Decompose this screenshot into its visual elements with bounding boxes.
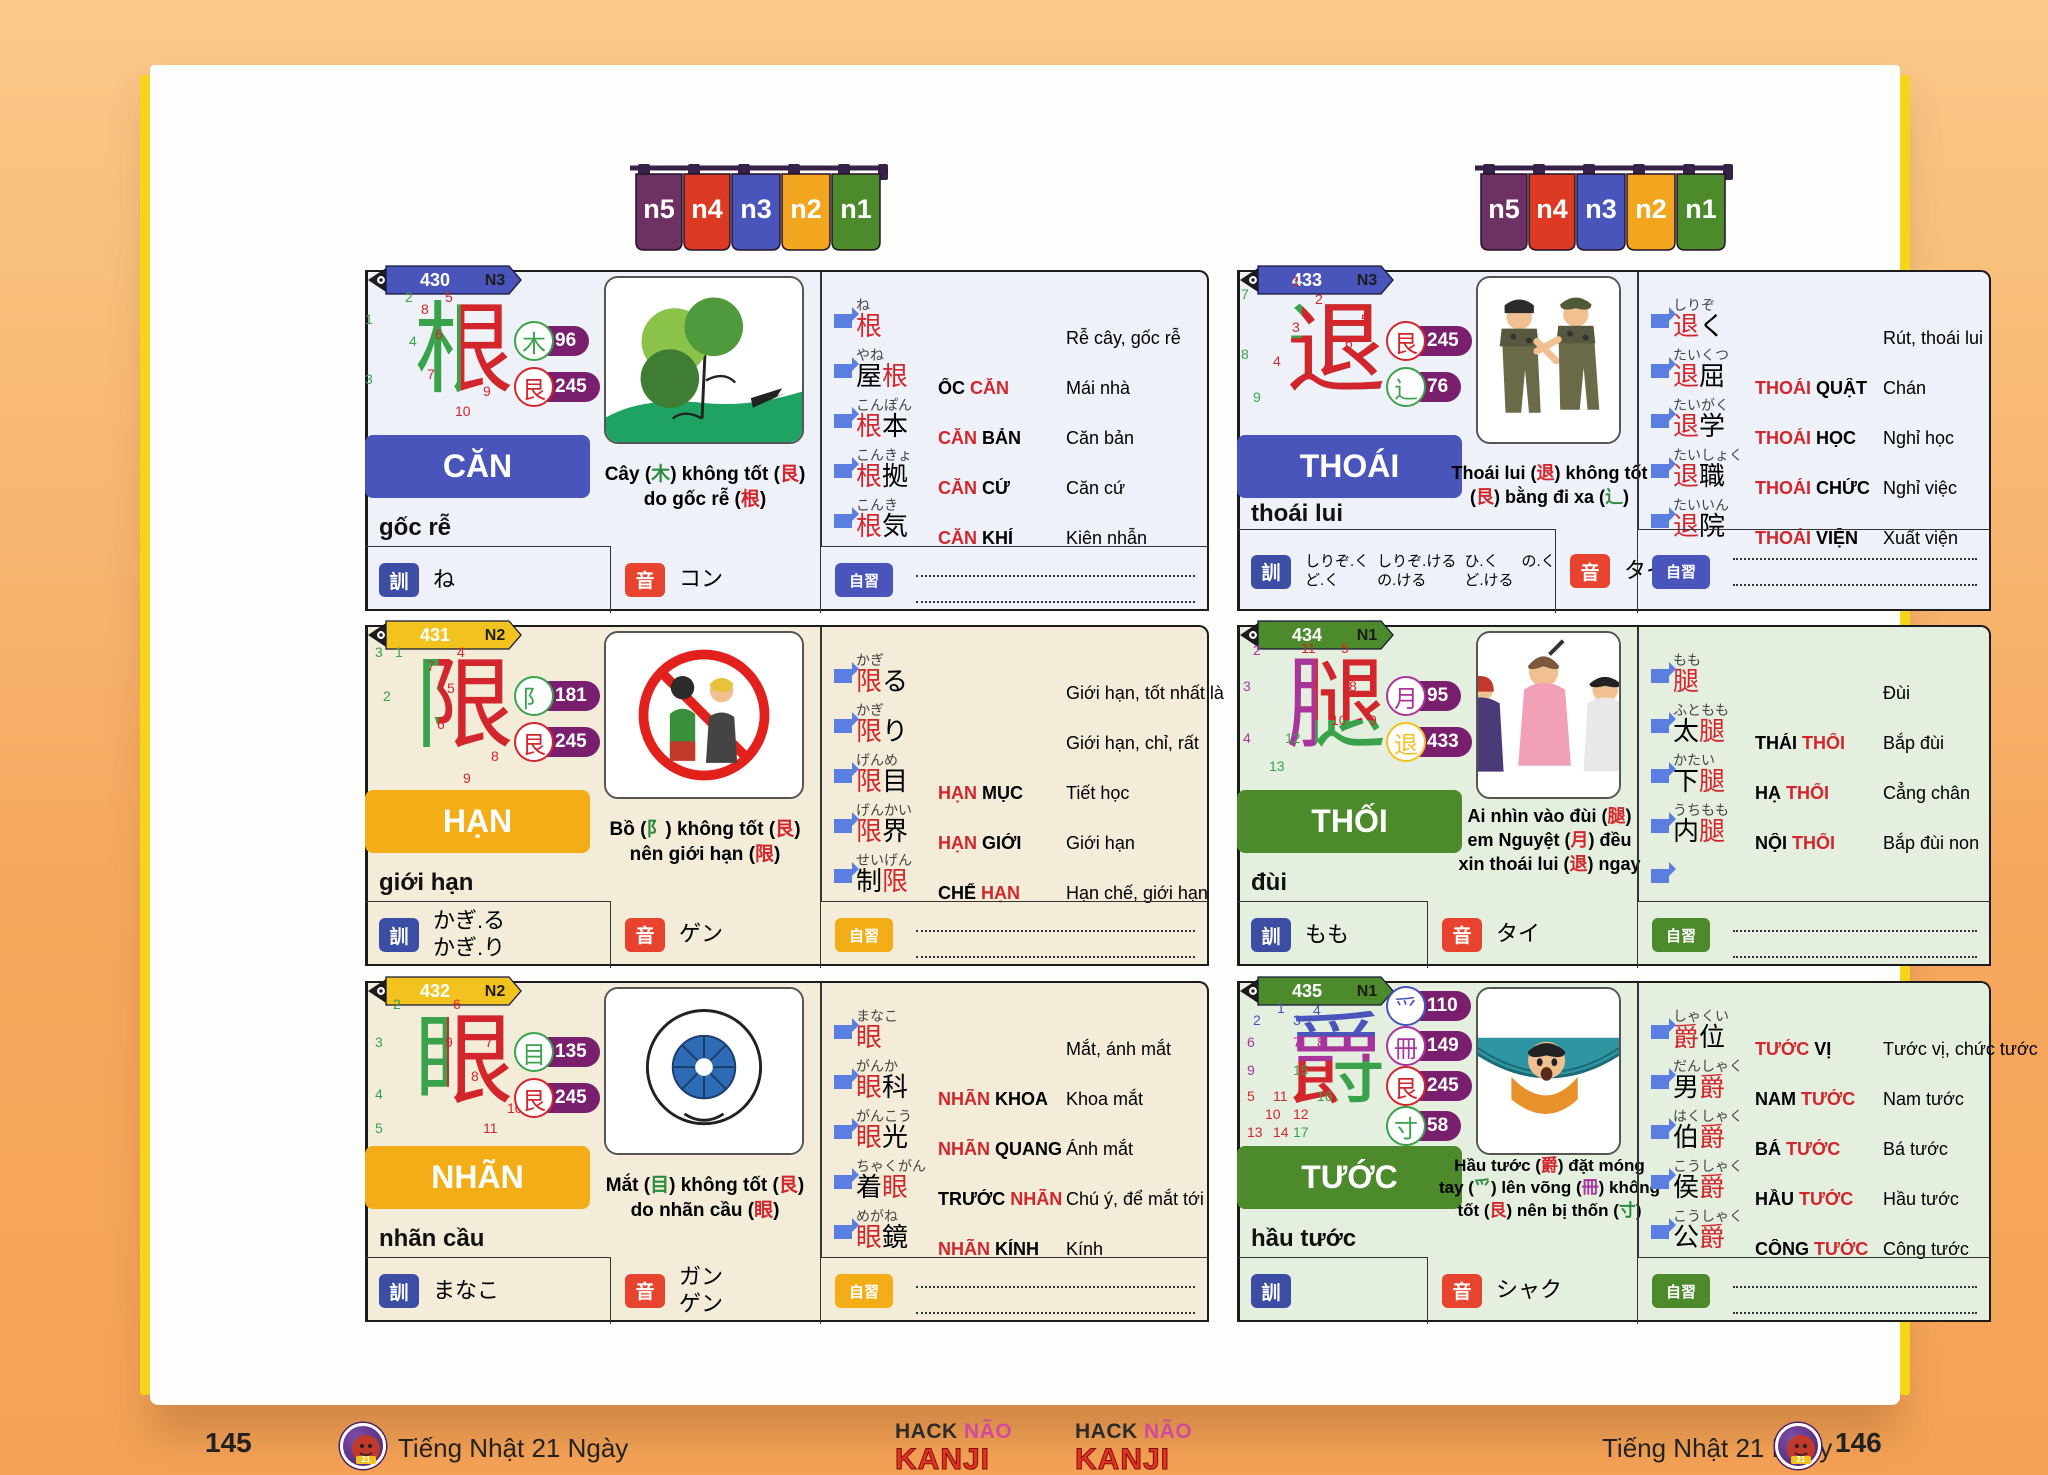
svg-text:431: 431 — [420, 625, 450, 645]
svg-text:n3: n3 — [740, 194, 772, 224]
svg-text:430: 430 — [420, 270, 450, 290]
svg-text:N1: N1 — [1357, 983, 1378, 1000]
svg-text:n1: n1 — [1685, 194, 1717, 224]
svg-text:n5: n5 — [643, 194, 675, 224]
svg-text:n3: n3 — [1585, 194, 1617, 224]
svg-text:435: 435 — [1292, 981, 1322, 1001]
svg-text:N1: N1 — [1357, 627, 1378, 644]
svg-text:N2: N2 — [485, 983, 506, 1000]
svg-text:N3: N3 — [485, 272, 506, 289]
svg-text:n2: n2 — [1635, 194, 1667, 224]
svg-text:N2: N2 — [485, 627, 506, 644]
svg-text:432: 432 — [420, 981, 450, 1001]
svg-text:n2: n2 — [790, 194, 822, 224]
svg-text:21: 21 — [1797, 1455, 1806, 1464]
svg-text:n4: n4 — [1536, 194, 1568, 224]
svg-text:N3: N3 — [1357, 272, 1378, 289]
svg-text:n4: n4 — [691, 194, 723, 224]
svg-text:21: 21 — [362, 1455, 371, 1464]
svg-text:n1: n1 — [840, 194, 872, 224]
svg-text:n5: n5 — [1488, 194, 1520, 224]
